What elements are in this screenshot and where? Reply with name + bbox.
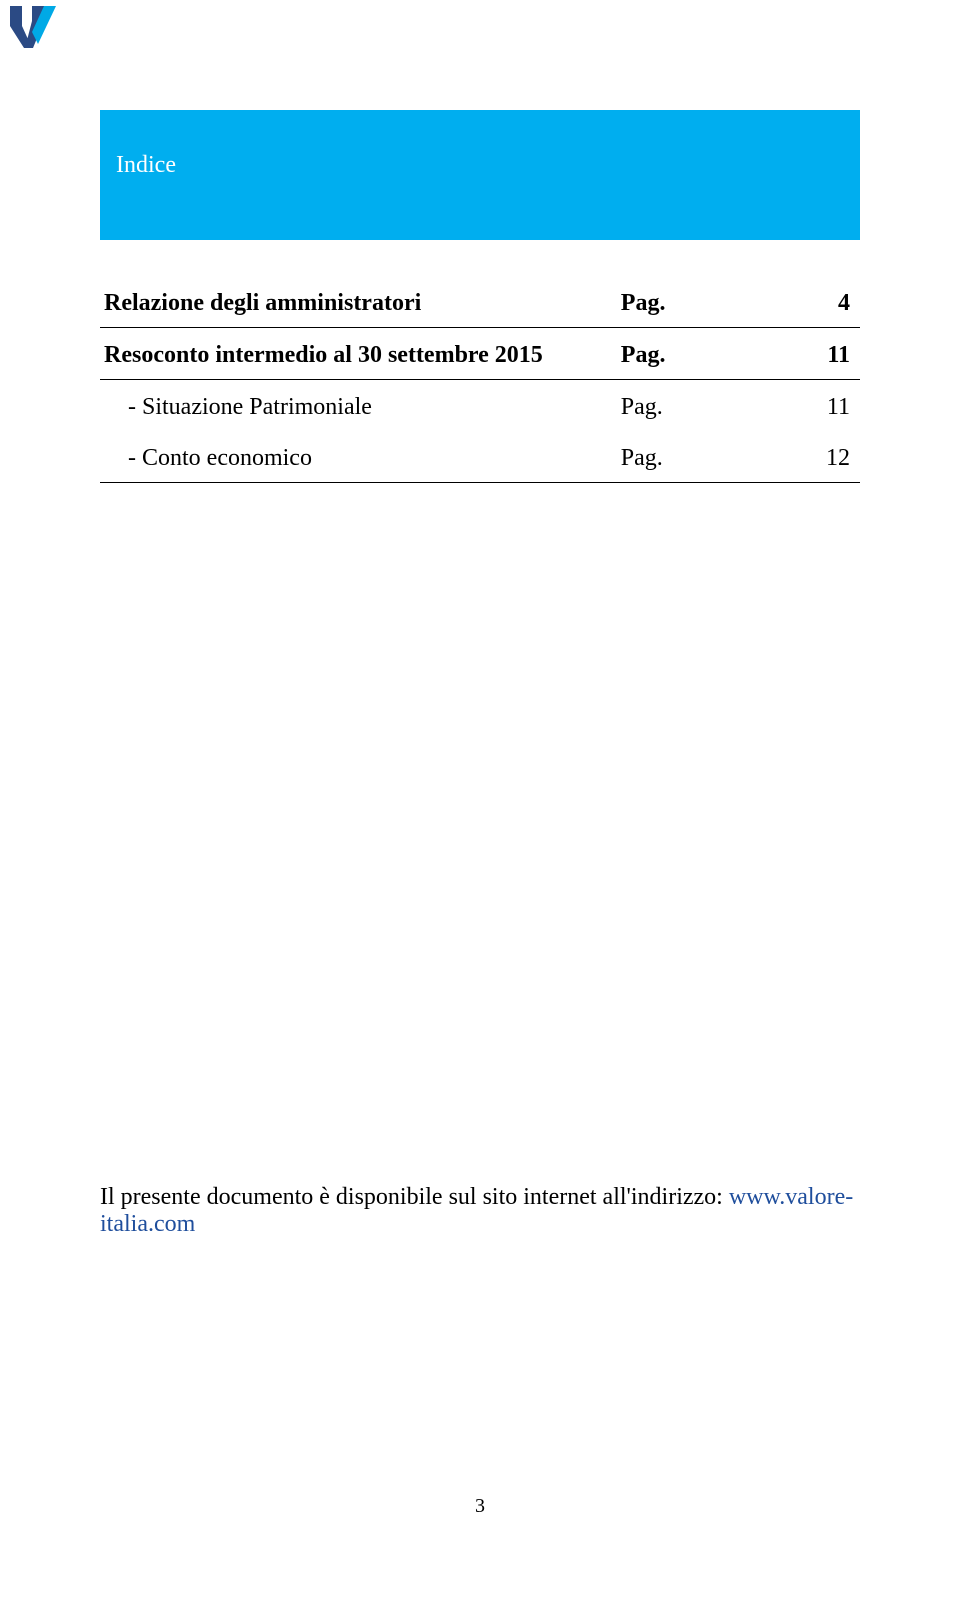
index-title: Indice xyxy=(100,112,860,239)
toc-label: Relazione degli amministratori xyxy=(100,276,617,328)
document-page: Indice Relazione degli amministratori Pa… xyxy=(0,0,960,1598)
toc-row: - Situazione Patrimoniale Pag. 11 xyxy=(100,380,860,432)
toc-body: Relazione degli amministratori Pag. 4 Re… xyxy=(100,276,860,483)
brand-logo xyxy=(10,6,56,53)
availability-footnote: Il presente documento è disponibile sul … xyxy=(100,1184,860,1238)
toc-pag: Pag. xyxy=(617,431,754,483)
toc-pag: Pag. xyxy=(617,328,754,380)
toc-num: 11 xyxy=(754,380,860,432)
footnote-text: Il presente documento è disponibile sul … xyxy=(100,1184,729,1210)
toc-num: 12 xyxy=(754,431,860,483)
toc-num: 4 xyxy=(754,276,860,328)
index-title-block: Indice xyxy=(100,110,860,240)
toc-num: 11 xyxy=(754,328,860,380)
table-of-contents: Relazione degli amministratori Pag. 4 Re… xyxy=(100,276,860,483)
toc-pag: Pag. xyxy=(617,380,754,432)
toc-row: Relazione degli amministratori Pag. 4 xyxy=(100,276,860,328)
toc-row: Resoconto intermedio al 30 settembre 201… xyxy=(100,328,860,380)
toc-pag: Pag. xyxy=(617,276,754,328)
toc-label: Resoconto intermedio al 30 settembre 201… xyxy=(100,328,617,380)
toc-row: - Conto economico Pag. 12 xyxy=(100,431,860,483)
toc-label: - Situazione Patrimoniale xyxy=(100,380,617,432)
page-number: 3 xyxy=(0,1495,960,1518)
toc-label: - Conto economico xyxy=(100,431,617,483)
